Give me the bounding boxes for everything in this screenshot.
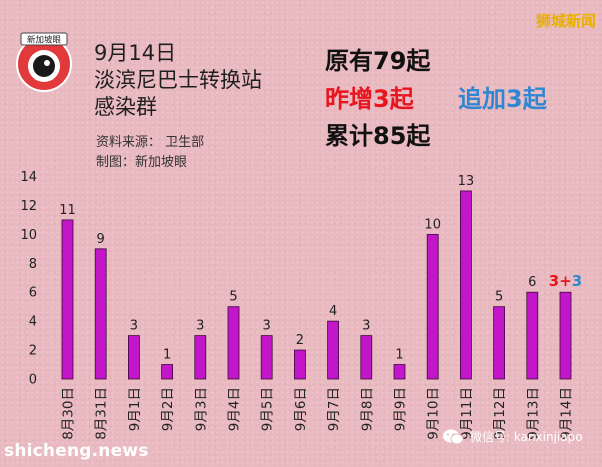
bar-value-label: 13 [458, 174, 475, 189]
x-tick-label: 9月1日 [127, 387, 143, 431]
bar-series [61, 190, 572, 380]
y-tick-label: 14 [20, 170, 37, 185]
bar [61, 219, 74, 380]
x-tick-label: 8月30日 [61, 387, 77, 440]
logo-text: 新加坡眼 [27, 35, 62, 46]
x-tick-label: 9月8日 [359, 387, 375, 431]
bar-value-label-split: 3+3 [549, 272, 582, 290]
x-tick-label: 9月4日 [227, 387, 243, 431]
bar [127, 335, 140, 380]
bar [559, 291, 572, 380]
x-tick-label: 9月2日 [160, 387, 176, 431]
stat-yesterday-new: 昨增3起 [325, 85, 414, 113]
bar-value-label: 3 [263, 319, 271, 334]
bar-value-label: 2 [296, 333, 304, 348]
data-source: 资料来源： 卫生部 [96, 135, 205, 150]
bar-value-label: 1 [163, 348, 171, 363]
chart-maker: 制图：新加坡眼 [96, 155, 188, 170]
x-tick-label: 9月9日 [393, 387, 409, 431]
stat-total-cases: 累计85起 [325, 122, 431, 150]
wechat-icon [443, 429, 464, 445]
bar [161, 364, 174, 380]
y-tick-label: 0 [29, 373, 37, 388]
x-tick-label: 9月13日 [525, 387, 541, 440]
bar-value-part: + [559, 272, 572, 290]
header-cluster-suffix: 感染群 [94, 95, 157, 119]
bar-value-label: 5 [495, 290, 503, 305]
bar-value-label: 3 [196, 319, 204, 334]
bar [426, 233, 439, 380]
bar-value-part: 3 [572, 272, 582, 290]
x-tick-label: 9月7日 [326, 387, 342, 431]
bar [227, 306, 240, 380]
x-tick-label: 9月3日 [193, 387, 209, 431]
bar [194, 335, 207, 380]
bar-value-label: 10 [424, 217, 441, 232]
x-tick-label: 9月14日 [559, 387, 575, 440]
bar [393, 364, 406, 380]
bar [293, 349, 306, 380]
brand-label: 狮城新闻 [535, 12, 596, 30]
bar-value-label: 1 [395, 348, 403, 363]
stat-original-cases: 原有79起 [325, 47, 431, 75]
x-tick-label: 9月6日 [293, 387, 309, 431]
y-tick-label: 4 [29, 315, 37, 330]
news-logo: 新加坡眼 [16, 32, 72, 92]
header-cluster-name: 淡滨尼巴士转换站 [94, 68, 262, 92]
stat-added-cases: 追加3起 [458, 85, 547, 113]
x-tick-label: 8月31日 [94, 387, 110, 440]
y-tick-label: 6 [29, 286, 37, 301]
bar-value-label: 9 [97, 232, 105, 247]
site-watermark: shicheng.news [4, 441, 149, 461]
wechat-watermark: 微信号: kanxinjiapo [470, 430, 583, 444]
y-tick-label: 8 [29, 257, 37, 272]
y-axis: 0 2 4 6 8 10 12 14 [20, 170, 37, 388]
bar [526, 291, 539, 380]
bar-value-part: 3 [549, 272, 559, 290]
header-date: 9月14日 [94, 41, 177, 65]
bar-value-label: 5 [229, 290, 237, 305]
y-tick-label: 2 [29, 344, 37, 359]
bar [459, 190, 472, 380]
y-tick-label: 10 [20, 228, 37, 243]
bar [493, 306, 506, 380]
bar-value-label: 3 [362, 319, 370, 334]
bar-value-label: 6 [528, 275, 536, 290]
x-tick-label: 9月10日 [426, 387, 442, 440]
x-tick-label: 9月5日 [260, 387, 276, 431]
x-tick-label: 9月11日 [459, 387, 475, 440]
bar [94, 248, 107, 380]
x-axis: 8月30日 8月31日 9月1日 9月2日 9月3日 9月4日 9月5日 9月6日 9月7日 9月… [61, 387, 575, 440]
bar [360, 335, 373, 380]
y-tick-label: 12 [20, 199, 37, 214]
bar-value-label: 11 [59, 203, 76, 218]
bar-value-label: 4 [329, 304, 337, 319]
bar [260, 335, 273, 380]
bar-value-label: 3 [130, 319, 138, 334]
bar [327, 320, 340, 380]
x-tick-label: 9月12日 [492, 387, 508, 440]
